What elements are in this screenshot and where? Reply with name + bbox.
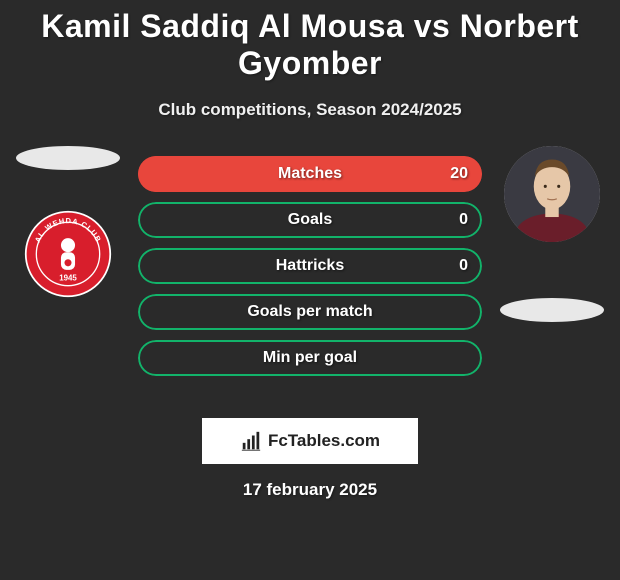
stats-column: Matches 20 Goals 0 Hattricks 0 Goals per match… xyxy=(138,156,482,386)
footer-date: 17 february 2025 xyxy=(0,480,620,500)
stat-row: Goals 0 xyxy=(138,202,482,238)
stat-row: Min per goal xyxy=(138,340,482,376)
main-area: AL WEHDA CLUB 1945 xyxy=(0,156,620,406)
stat-label: Matches xyxy=(278,165,342,183)
left-player-avatar-placeholder xyxy=(16,146,120,170)
page-title: Kamil Saddiq Al Mousa vs Norbert Gyomber xyxy=(0,8,620,82)
left-player-column: AL WEHDA CLUB 1945 xyxy=(8,146,128,298)
page-subtitle: Club competitions, Season 2024/2025 xyxy=(0,100,620,120)
left-club-badge: AL WEHDA CLUB 1945 xyxy=(24,210,112,298)
stat-row: Matches 20 xyxy=(138,156,482,192)
stat-value-right: 20 xyxy=(450,165,468,183)
stat-label: Goals per match xyxy=(247,303,372,321)
person-avatar-icon xyxy=(504,146,600,242)
stat-row: Goals per match xyxy=(138,294,482,330)
stat-value-right: 0 xyxy=(459,211,468,229)
svg-text:1945: 1945 xyxy=(59,273,77,282)
stat-label: Goals xyxy=(288,211,332,229)
comparison-card: Kamil Saddiq Al Mousa vs Norbert Gyomber… xyxy=(0,0,620,500)
stat-label: Hattricks xyxy=(276,257,344,275)
watermark-text: FcTables.com xyxy=(268,431,380,451)
bar-chart-icon xyxy=(240,430,262,452)
shield-badge-icon: AL WEHDA CLUB 1945 xyxy=(24,210,112,298)
right-player-column xyxy=(492,146,612,322)
right-player-avatar xyxy=(504,146,600,242)
stat-value-right: 0 xyxy=(459,257,468,275)
stat-row: Hattricks 0 xyxy=(138,248,482,284)
watermark: FcTables.com xyxy=(202,418,418,464)
right-club-badge-placeholder xyxy=(500,298,604,322)
stat-label: Min per goal xyxy=(263,349,357,367)
